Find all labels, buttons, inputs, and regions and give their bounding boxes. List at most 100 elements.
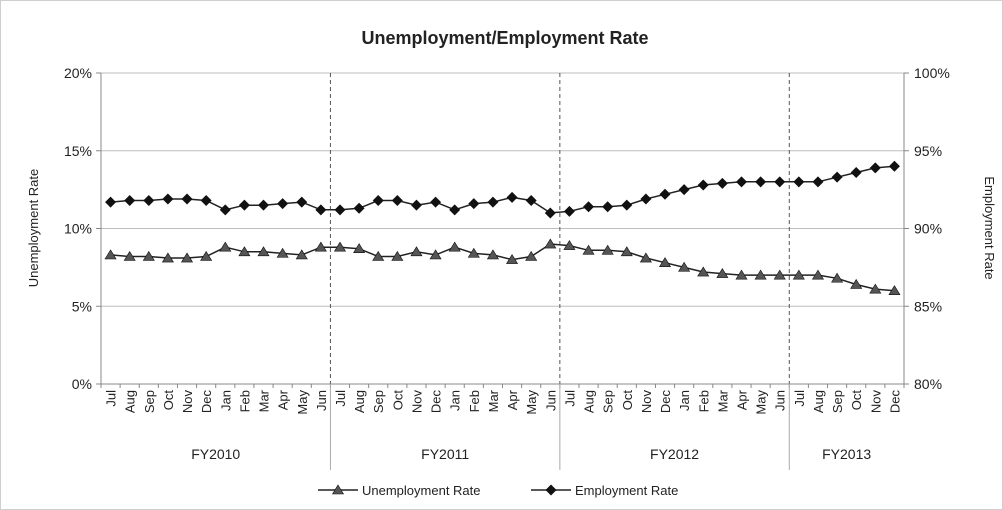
employment-point bbox=[410, 199, 422, 211]
y-axis-left-ticks: 0% 5% 10% 15% 20% bbox=[64, 65, 101, 392]
employment-point bbox=[487, 196, 499, 208]
legend-triangle-marker bbox=[331, 484, 345, 495]
legend-label-unemployment: Unemployment Rate bbox=[362, 483, 481, 498]
x-tick-label: Oct bbox=[390, 390, 405, 411]
employment-point bbox=[697, 179, 709, 191]
x-tick-label: Aug bbox=[582, 390, 597, 413]
unemployment-point bbox=[391, 250, 404, 261]
unemployment-point bbox=[238, 246, 251, 257]
employment-point bbox=[621, 199, 633, 211]
unemployment-point bbox=[276, 247, 289, 258]
x-tick-label: Jul bbox=[562, 390, 577, 407]
employment-point bbox=[793, 176, 805, 188]
unemployment-point bbox=[792, 269, 805, 280]
legend-label-employment: Employment Rate bbox=[575, 483, 678, 498]
unemployment-point bbox=[773, 269, 786, 280]
gridlines bbox=[101, 72, 904, 307]
unemployment-point bbox=[353, 243, 366, 254]
employment-point bbox=[200, 195, 212, 207]
employment-point bbox=[563, 205, 575, 217]
x-tick-label: Apr bbox=[734, 389, 749, 410]
unemployment-point bbox=[123, 250, 136, 261]
employment-point bbox=[105, 196, 117, 208]
unemployment-point bbox=[831, 272, 844, 283]
x-tick-label: Dec bbox=[887, 390, 902, 414]
employment-point bbox=[449, 204, 461, 216]
fiscal-year-label: FY2012 bbox=[650, 446, 699, 462]
employment-point bbox=[640, 193, 652, 205]
unemployment-point bbox=[486, 249, 499, 260]
employment-point bbox=[353, 202, 365, 214]
unemployment-point bbox=[544, 238, 557, 249]
unemployment-point bbox=[333, 241, 347, 252]
unemployment-point bbox=[142, 250, 155, 261]
unemployment-point bbox=[181, 252, 194, 263]
employment-point bbox=[812, 176, 824, 188]
x-tick-label: Jun bbox=[314, 390, 329, 411]
employment-point bbox=[468, 198, 480, 210]
employment-point bbox=[869, 162, 881, 174]
y-left-tick-label: 0% bbox=[72, 376, 92, 392]
employment-point bbox=[238, 199, 250, 211]
unemployment-point bbox=[410, 246, 423, 257]
unemployment-point bbox=[200, 250, 213, 261]
employment-point bbox=[659, 188, 671, 200]
x-tick-label: Aug bbox=[123, 390, 138, 413]
unemployment-point bbox=[506, 254, 519, 264]
employment-point bbox=[258, 199, 270, 211]
unemployment-point bbox=[678, 261, 691, 272]
y-right-tick-label: 85% bbox=[914, 298, 942, 314]
employment-point bbox=[162, 193, 174, 205]
unemployment-point bbox=[525, 250, 538, 261]
unemployment-point bbox=[448, 241, 461, 252]
y-right-tick-label: 80% bbox=[914, 376, 942, 392]
x-tick-label: Feb bbox=[467, 390, 482, 412]
employment-point bbox=[391, 195, 403, 207]
unemployment-point bbox=[314, 241, 327, 252]
employment-point bbox=[372, 195, 384, 207]
fiscal-year-label: FY2010 bbox=[191, 446, 240, 462]
x-tick-label: Sep bbox=[142, 390, 157, 413]
unemployment-point bbox=[295, 249, 308, 260]
x-tick-label: Apr bbox=[505, 389, 520, 410]
unemployment-point bbox=[754, 269, 767, 280]
employment-point bbox=[181, 193, 193, 205]
unemployment-point bbox=[104, 249, 117, 260]
x-axis-fiscal-year-labels: FY2010 FY2011 FY2012 FY2013 bbox=[191, 384, 871, 470]
legend: Unemployment Rate Employment Rate bbox=[318, 483, 678, 498]
fiscal-year-label: FY2013 bbox=[822, 446, 871, 462]
employment-point bbox=[583, 201, 595, 213]
unemployment-point bbox=[257, 246, 270, 257]
unemployment-point bbox=[467, 247, 480, 258]
employment-point bbox=[888, 160, 900, 172]
x-tick-label: Nov bbox=[868, 390, 883, 414]
x-tick-label: Sep bbox=[371, 390, 386, 413]
x-tick-label: Jul bbox=[104, 390, 119, 407]
y-axis-left-label: Unemployment Rate bbox=[26, 169, 41, 288]
x-tick-label: Jan bbox=[677, 390, 692, 411]
unemployment-point bbox=[563, 240, 576, 250]
unemployment-point bbox=[850, 278, 863, 289]
y-axis-right-ticks: 80% 85% 90% 95% 100% bbox=[904, 65, 950, 392]
unemployment-point bbox=[697, 266, 710, 277]
x-tick-label: Dec bbox=[429, 390, 444, 414]
employment-point bbox=[124, 195, 136, 207]
y-left-tick-label: 10% bbox=[64, 221, 92, 237]
unemployment-point bbox=[869, 283, 882, 294]
employment-point bbox=[277, 198, 289, 210]
x-tick-label: Jan bbox=[448, 390, 463, 411]
x-tick-label: May bbox=[524, 390, 539, 415]
x-tick-label: Oct bbox=[849, 390, 864, 411]
y-right-tick-label: 95% bbox=[914, 143, 942, 159]
employment-point bbox=[143, 195, 155, 207]
x-tick-label: Jun bbox=[773, 390, 788, 411]
unemployment-point bbox=[716, 268, 729, 278]
unemployment-point bbox=[582, 244, 595, 255]
x-tick-label: Aug bbox=[352, 390, 367, 413]
employment-point bbox=[755, 176, 767, 188]
x-tick-label: Nov bbox=[639, 390, 654, 414]
x-axis-month-ticks: Jul Aug Sep Oct Nov Dec Jan Feb Mar Apr May Jun Jul A… bbox=[100, 384, 905, 415]
x-tick-label: Nov bbox=[180, 390, 195, 414]
x-tick-label: May bbox=[754, 390, 769, 415]
